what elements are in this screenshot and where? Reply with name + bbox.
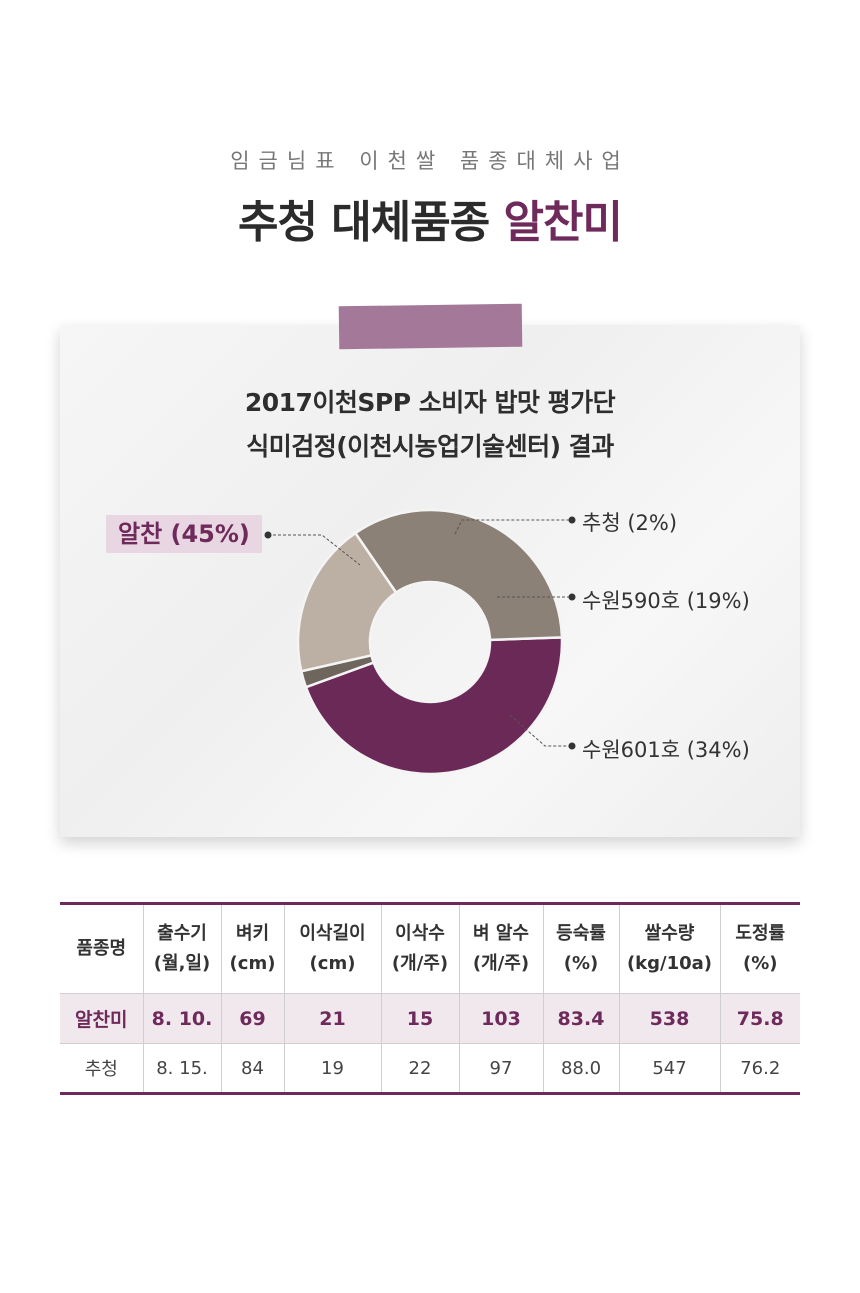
slice-suwon590 <box>296 531 398 673</box>
table-row: 추청 8. 15. 84 19 22 97 88.0 547 76.2 <box>60 1043 800 1094</box>
table-cell: 22 <box>381 1043 460 1094</box>
label-alchan: 알찬 (45%) <box>106 515 262 553</box>
column-header-text: 품종명 <box>76 938 127 959</box>
subtitle: 임금님표 이천쌀 품종대체사업 <box>230 149 630 173</box>
chart-title-line1: 2017이천SPP 소비자 밥맛 평가단 <box>244 388 616 417</box>
table-cell: 97 <box>459 1043 544 1094</box>
leader-chucheong <box>454 519 572 535</box>
leader-dot-suwon590 <box>568 593 576 601</box>
table-cell: 8. 15. <box>143 1043 222 1094</box>
chart-title-line2: 식미검정(이천시농업기술센터) 결과 <box>246 432 614 461</box>
table-cell: 83.4 <box>543 993 620 1044</box>
table-cell: 21 <box>284 993 382 1044</box>
column-header-text: (월,일) <box>153 953 211 974</box>
column-header-text: 도정률 <box>735 923 786 944</box>
title-main: 추청 대체품종 <box>238 197 504 248</box>
table-row: 알찬미 8. 10. 69 21 15 103 83.4 538 75.8 <box>60 993 800 1044</box>
table-cell: 76.2 <box>740 1057 781 1079</box>
column-header-text: (%) <box>563 953 599 974</box>
title-accent: 알찬미 <box>503 197 623 248</box>
leader-dot-alchan <box>264 531 272 539</box>
table-cell: 알찬미 <box>60 993 144 1044</box>
leader-alchan <box>268 534 361 566</box>
table-header-row: 품종명 출수기 (월,일) 벼키 (cm) 이삭길이 (cm) 이삭수 (개/주) 벼 알수 (개/… <box>60 903 800 994</box>
column-header: 출수기 (월,일) <box>143 903 222 994</box>
column-header-text: 등숙률 <box>556 923 606 944</box>
column-header-text: 이삭수 <box>395 923 445 944</box>
leader-dot-suwon601 <box>568 742 576 750</box>
column-header-text: 벼키 <box>235 923 270 944</box>
column-header: 쌀수량 (kg/10a) <box>619 903 721 994</box>
table-cell: 19 <box>284 1043 382 1094</box>
label-suwon601: 수원601호 (34%) <box>582 738 750 762</box>
table-cell: 547 <box>619 1043 721 1094</box>
column-header-text: 벼 알수 <box>473 923 529 944</box>
column-header: 벼키 (cm) <box>221 903 285 994</box>
column-header: 도정률 (%) <box>720 903 800 994</box>
column-header-text: (cm) <box>229 953 276 974</box>
column-header: 품종명 <box>60 903 144 994</box>
leader-dot-chucheong <box>568 516 576 524</box>
table-body: 알찬미 8. 10. 69 21 15 103 83.4 538 75.8 추청 8. 15. 84 1… <box>60 993 800 1094</box>
column-header-text: (개/주) <box>472 953 530 974</box>
slice-alchan <box>304 636 564 776</box>
column-header-text: 쌀수량 <box>644 923 695 944</box>
table-cell: 69 <box>221 993 285 1044</box>
column-header: 이삭수 (개/주) <box>381 903 460 994</box>
table-cell: 75.8 <box>720 993 800 1044</box>
table-cell: 538 <box>619 993 721 1044</box>
table-cell: 84 <box>221 1043 285 1094</box>
column-header-text: (개/주) <box>391 953 449 974</box>
table-cell: 8. 10. <box>143 993 222 1044</box>
table-cell: 88.0 <box>543 1043 620 1094</box>
label-suwon590: 수원590호 (19%) <box>582 589 750 613</box>
column-header-text: (kg/10a) <box>626 953 713 974</box>
table-cell: 103 <box>459 993 544 1044</box>
column-header: 이삭길이 (cm) <box>284 903 382 994</box>
leader-suwon601 <box>509 714 572 747</box>
page-title: 추청 대체품종 알찬미 <box>0 186 860 250</box>
column-header-text: (%) <box>743 953 778 974</box>
column-header-text: 이삭길이 <box>299 923 366 944</box>
label-chucheong: 추청 (2%) <box>582 511 678 535</box>
column-header: 벼 알수 (개/주) <box>459 903 544 994</box>
table-cell: 15 <box>381 993 460 1044</box>
slice-suwon601 <box>353 508 564 642</box>
column-header: 등숙률 (%) <box>543 903 620 994</box>
column-header-text: 출수기 <box>157 923 207 944</box>
table-cell: 추청 <box>60 1043 144 1094</box>
column-header-text: (cm) <box>309 953 356 974</box>
spec-table: 품종명 출수기 (월,일) 벼키 (cm) 이삭길이 (cm) 이삭수 (개/주) 벼 알수 (개/… <box>60 902 800 1095</box>
